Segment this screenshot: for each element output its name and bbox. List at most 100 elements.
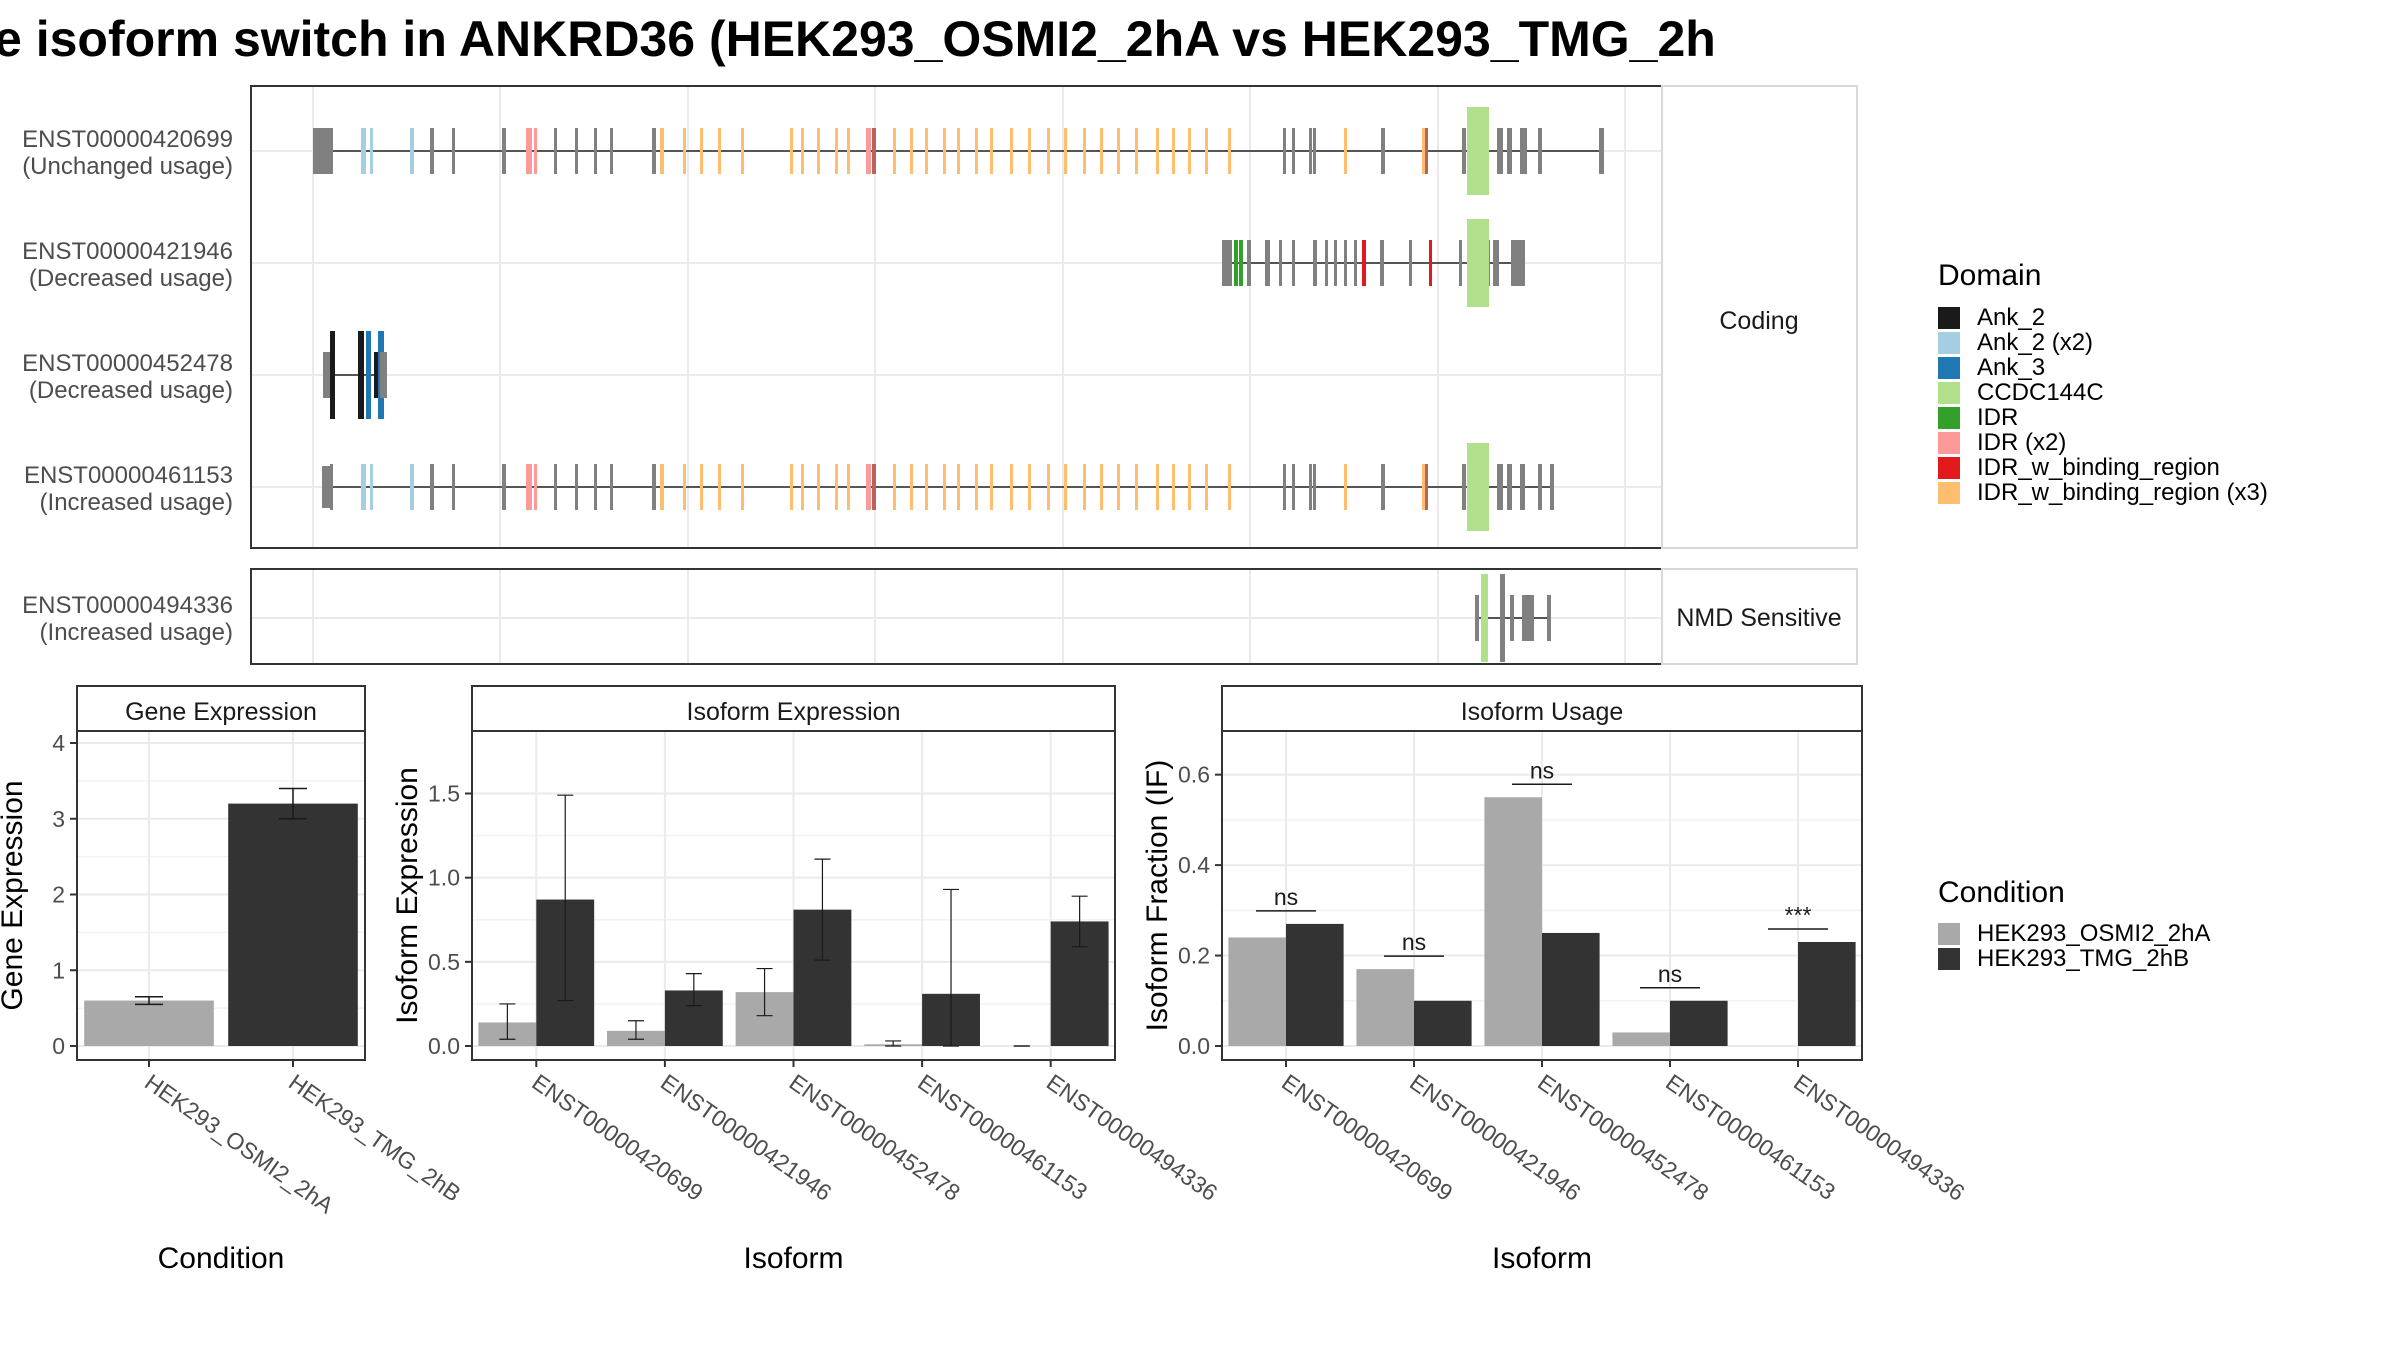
exon: [790, 464, 793, 510]
exon: [1292, 128, 1295, 174]
legend-label: HEK293_TMG_2hB: [1977, 945, 2189, 972]
exon: [1481, 574, 1488, 662]
legend-swatch: [1938, 382, 1960, 404]
y-tick-label: 0.2: [1178, 943, 1210, 969]
chart-3: Isoform Usagensnsnsns***0.00.20.40.6ENST…: [1141, 685, 1970, 1275]
exon: [1064, 128, 1067, 174]
exon: [322, 466, 332, 508]
legend-label: IDR (x2): [1977, 429, 2066, 456]
exon: [700, 464, 703, 510]
exon: [1028, 128, 1031, 174]
y-tick-label: 0.4: [1178, 852, 1210, 878]
condition-legend-title: Condition: [1938, 876, 2065, 909]
exon: [872, 128, 876, 174]
exon: [1538, 464, 1542, 510]
isoform-label-id: ENST00000421946: [22, 238, 233, 265]
exon: [1135, 128, 1138, 174]
legend-swatch: [1938, 457, 1960, 479]
exon: [943, 464, 946, 510]
chart-title: Isoform Usage: [1461, 698, 1624, 726]
exon: [1047, 464, 1050, 510]
exon: [1135, 464, 1138, 510]
exon: [594, 464, 597, 510]
exon: [554, 128, 557, 174]
exon: [1493, 240, 1499, 286]
exon: [1325, 240, 1328, 286]
exon: [366, 331, 371, 419]
isoform-label-id: ENST00000420699: [22, 126, 233, 153]
exon: [1205, 464, 1208, 510]
exon: [1292, 464, 1295, 510]
exon: [575, 128, 578, 174]
exon: [1381, 464, 1385, 510]
exon: [1462, 128, 1466, 174]
exon: [1422, 128, 1426, 174]
exon: [502, 464, 506, 510]
isoform-label-usage: (Unchanged usage): [22, 153, 233, 180]
exon: [835, 128, 838, 174]
exon: [374, 352, 380, 398]
x-axis-title: Condition: [158, 1242, 285, 1275]
exon: [847, 464, 850, 510]
exon: [610, 464, 613, 510]
exon: [943, 128, 946, 174]
legend-swatch: [1938, 432, 1960, 454]
isoform-label-usage: (Decreased usage): [29, 377, 233, 404]
exon: [330, 464, 333, 510]
exon: [534, 128, 537, 174]
legend-label: Ank_2 (x2): [1977, 329, 2093, 356]
exon: [1265, 240, 1270, 286]
bar: [1670, 1000, 1728, 1046]
exon: [1467, 219, 1489, 307]
exon: [1507, 464, 1512, 510]
exon: [1459, 240, 1462, 286]
coding-panel-frame: [250, 85, 1663, 549]
exon: [893, 464, 896, 510]
exon: [410, 464, 414, 510]
y-tick-label: 0: [52, 1033, 65, 1059]
exon: [430, 464, 434, 510]
exon: [801, 464, 804, 510]
chart-title: Gene Expression: [125, 698, 317, 726]
exon: [1334, 240, 1337, 286]
exon: [990, 464, 993, 510]
exon: [718, 128, 721, 174]
y-tick-label: 4: [52, 730, 65, 756]
exon: [660, 128, 664, 174]
exon: [1083, 128, 1086, 174]
bar: [228, 803, 358, 1046]
exon: [1188, 464, 1191, 510]
exon: [610, 128, 613, 174]
exon: [1344, 128, 1347, 174]
legend-swatch: [1938, 307, 1960, 329]
exon: [790, 128, 793, 174]
exon: [313, 128, 331, 174]
exon: [1354, 240, 1357, 286]
exon: [866, 464, 871, 510]
bar: [1484, 797, 1542, 1046]
exon: [1188, 128, 1191, 174]
exon: [1475, 595, 1479, 641]
exon: [361, 464, 366, 510]
exon: [1497, 128, 1503, 174]
exon: [1156, 464, 1159, 510]
y-tick-label: 0.5: [428, 949, 460, 975]
significance-label: ***: [1785, 902, 1812, 928]
exon: [1313, 128, 1316, 174]
exon: [1064, 464, 1067, 510]
exon: [1247, 240, 1251, 286]
chart-2: Isoform Expression0.00.51.01.5ENST000004…: [391, 685, 1222, 1275]
exon: [847, 128, 850, 174]
exon: [957, 464, 960, 510]
exon: [925, 128, 928, 174]
exon: [1172, 128, 1175, 174]
exon: [1172, 464, 1175, 510]
coding-strip-label: Coding: [1719, 307, 1798, 335]
exon: [700, 128, 703, 174]
exon: [1083, 464, 1086, 510]
exon: [817, 128, 820, 174]
exon: [1292, 240, 1295, 286]
legend-label: CCDC144C: [1977, 379, 2104, 406]
legend-swatch: [1938, 482, 1960, 504]
